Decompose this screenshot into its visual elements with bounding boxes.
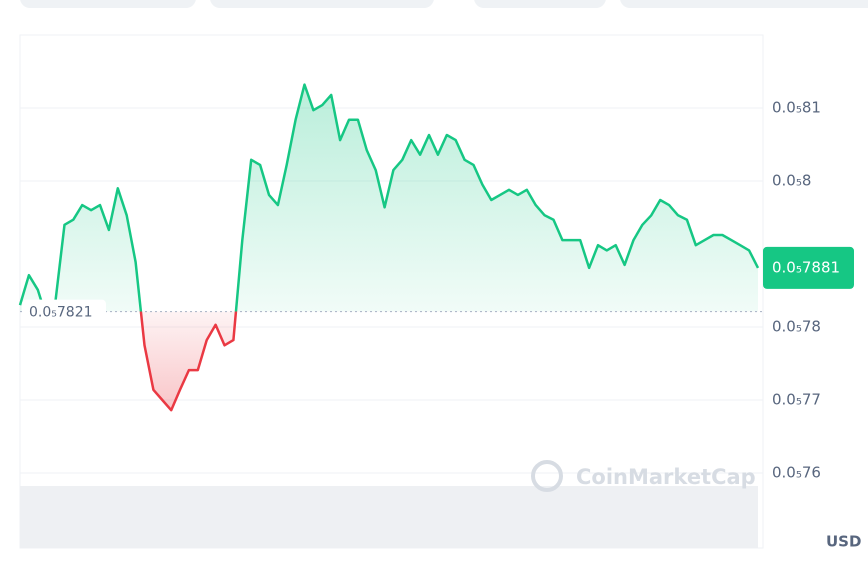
y-tick-label: 0.0₅77: [772, 391, 821, 409]
tab[interactable]: [210, 0, 434, 8]
watermark: CoinMarketCap: [531, 460, 756, 492]
last-price-label: 0.0₅7881: [772, 258, 840, 276]
baseline-label-bg: [22, 299, 106, 324]
y-tick-label: 0.0₅76: [772, 464, 821, 482]
watermark-text: CoinMarketCap: [576, 465, 756, 489]
tab[interactable]: [474, 0, 606, 8]
baseline-label: 0.0₅7821: [29, 305, 93, 321]
volume-area: [20, 486, 758, 548]
area: [20, 84, 758, 411]
y-tick-label: 0.0₅78: [772, 318, 821, 336]
tab[interactable]: [620, 0, 868, 8]
y-tick-label: 0.0₅81: [772, 99, 821, 117]
price-line: [18, 83, 760, 412]
y-tick-label: 0.0₅8: [772, 172, 811, 190]
last-price-bg: [763, 246, 854, 289]
currency: USD: [826, 533, 861, 551]
tab[interactable]: [20, 0, 196, 8]
